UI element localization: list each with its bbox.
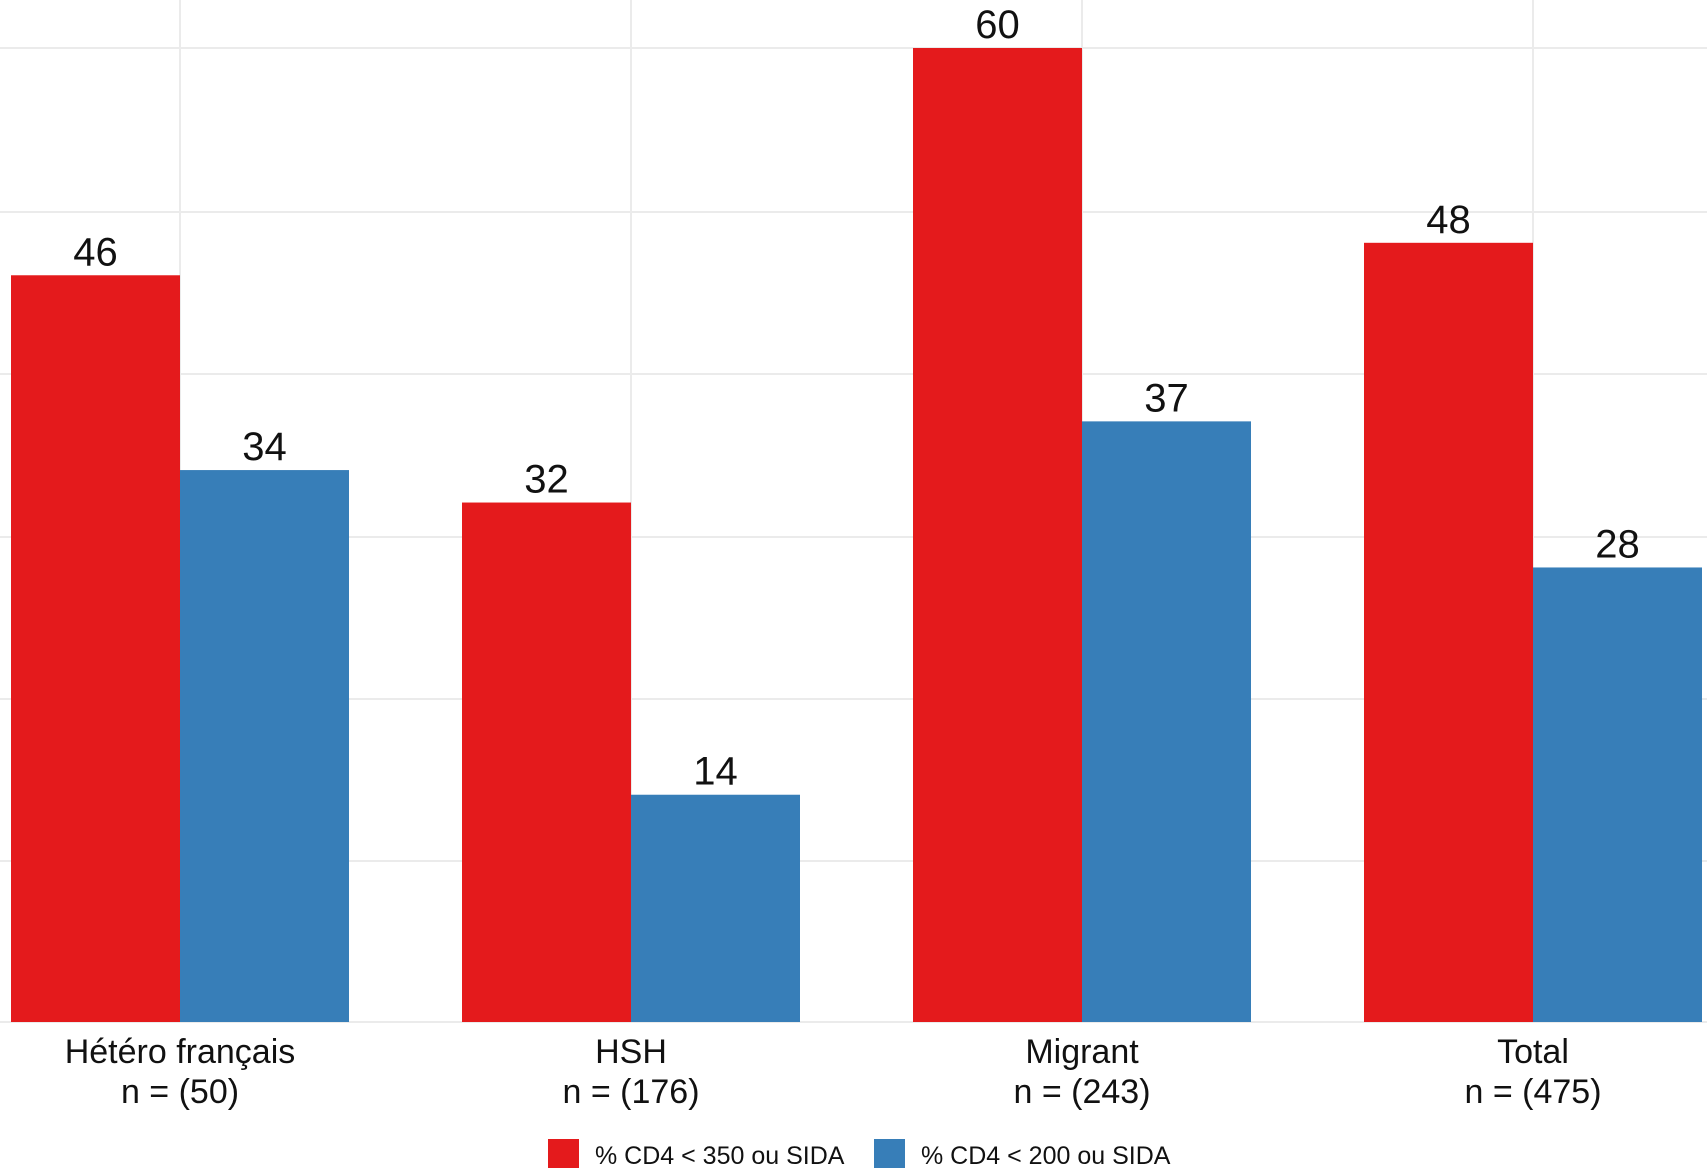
bar-value-label: 37	[1144, 376, 1189, 420]
bar-cd4-200	[631, 794, 800, 1022]
bar-cd4-350	[1364, 242, 1533, 1023]
bar-cd4-200	[1082, 421, 1251, 1022]
bar-cd4-350	[462, 502, 631, 1022]
legend: % CD4 < 350 ou SIDA % CD4 < 200 ou SIDA	[548, 1139, 1171, 1168]
bar-value-label: 14	[693, 750, 738, 794]
bar-value-label: 34	[242, 425, 287, 469]
category-label: Total	[1497, 1033, 1569, 1071]
value-labels-group: 46 32 60 48 34 14 37 28	[73, 3, 1640, 794]
category-count-label: n = (475)	[1464, 1073, 1601, 1111]
bar-value-label: 46	[73, 230, 118, 274]
bar-value-label: 48	[1426, 198, 1471, 242]
category-label: Hétéro français	[65, 1033, 296, 1071]
bar-cd4-350	[11, 275, 180, 1022]
category-label: Migrant	[1025, 1033, 1139, 1071]
category-label: HSH	[595, 1033, 667, 1071]
legend-label: % CD4 < 200 ou SIDA	[921, 1142, 1171, 1168]
legend-label: % CD4 < 350 ou SIDA	[595, 1142, 845, 1168]
bar-cd4-350	[913, 48, 1082, 1022]
legend-swatch	[548, 1139, 579, 1168]
category-count-label: n = (176)	[562, 1073, 699, 1111]
bar-cd4-200	[1533, 567, 1702, 1022]
bar-value-label: 28	[1595, 522, 1640, 566]
category-count-label: n = (50)	[121, 1073, 239, 1111]
bar-value-label: 32	[524, 458, 569, 502]
bar-value-label: 60	[975, 3, 1020, 47]
legend-swatch	[874, 1139, 905, 1168]
bar-cd4-200	[180, 470, 349, 1023]
category-count-label: n = (243)	[1013, 1073, 1150, 1111]
bars-group	[11, 48, 1702, 1023]
